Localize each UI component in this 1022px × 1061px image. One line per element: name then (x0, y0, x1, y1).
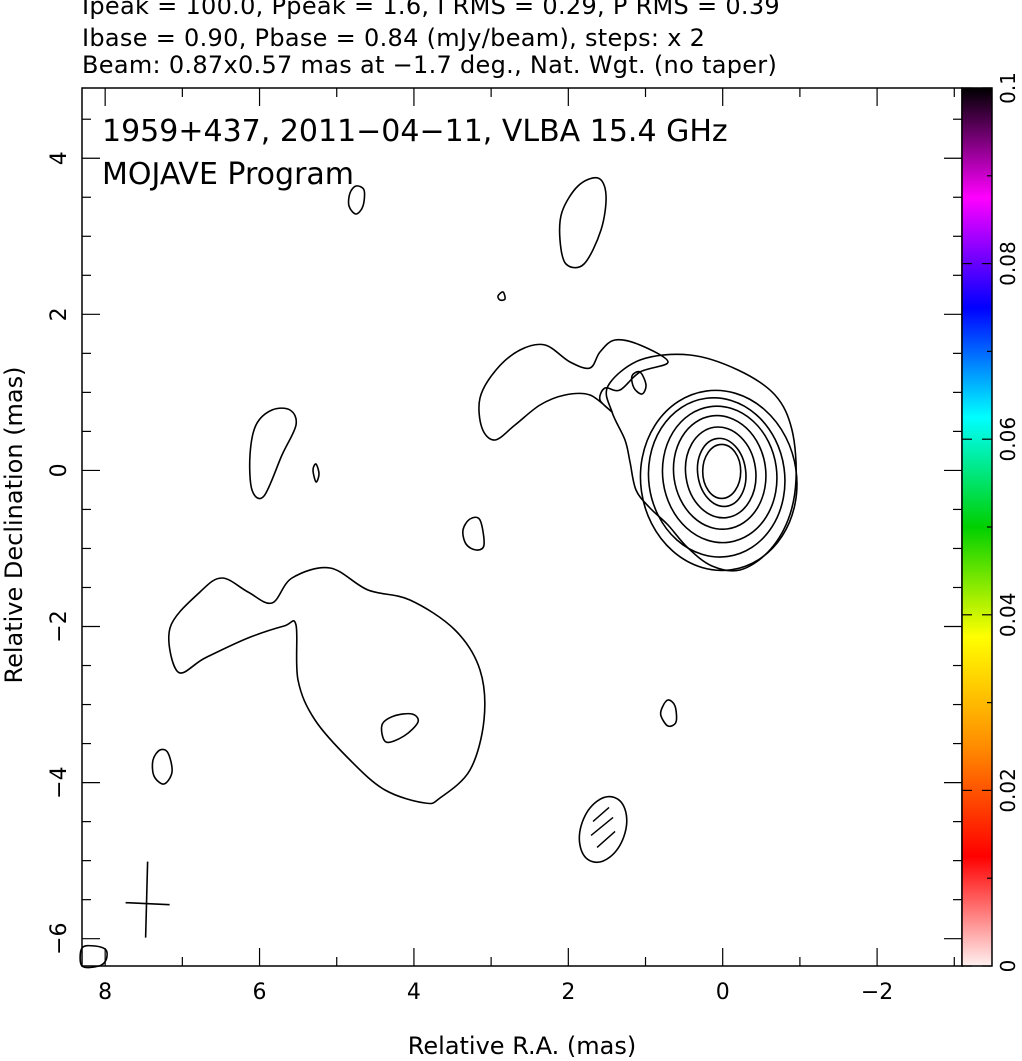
se-lobe-contour (168, 566, 486, 805)
core-contour-5 (672, 414, 767, 531)
cross-vertical (144, 861, 149, 938)
x-tick-label: −2 (861, 980, 893, 1005)
ne-extension-contour (478, 338, 669, 441)
core-contour-3 (647, 397, 786, 558)
colorbar-tick-label: 0.02 (996, 768, 1020, 813)
header-ibase-line: Ibase = 0.90, Pbase = 0.84 (mJy/beam), s… (82, 24, 706, 52)
plot-frame (81, 87, 963, 967)
y-tick-label: 4 (47, 151, 72, 165)
x-axis-label: Relative R.A. (mas) (408, 1032, 636, 1060)
colorbar-tick-label: 0.06 (996, 417, 1020, 462)
x-tick-label: 0 (716, 980, 730, 1005)
sw-blob-contour (151, 748, 173, 785)
core-contour-7 (696, 437, 747, 508)
colorbar-tick-label: 0.1 (996, 72, 1020, 104)
x-tick-label: 6 (253, 980, 267, 1005)
colorbar-tick-label: 0.04 (996, 593, 1020, 638)
colorbar-ticks (962, 87, 992, 967)
core-contour-4 (661, 405, 778, 544)
contour-lines (79, 176, 798, 969)
east-blob-contour (659, 699, 678, 728)
mid-blob-contour (462, 516, 485, 551)
se-lobe-hole-contour (380, 712, 420, 744)
colorbar-tick-label: 0 (996, 960, 1020, 973)
core-contour-peak (701, 443, 742, 500)
core-contour-6 (684, 426, 757, 519)
chart-title: 1959+437, 2011−04−11, VLBA 15.4 GHz (102, 114, 728, 149)
core-contour-2 (639, 389, 798, 572)
core-contour-1 (605, 353, 797, 572)
corner-contour (79, 944, 108, 969)
beam-hatch (596, 830, 616, 848)
x-tick-label: 8 (98, 980, 112, 1005)
speck-contour (497, 291, 506, 302)
west-blob-contour (248, 407, 298, 500)
x-tick-label: 4 (407, 980, 421, 1005)
header-ipeak-line: Ipeak = 100.0, Ppeak = 1.6, I RMS = 0.29… (82, 0, 780, 20)
small-island-contour (630, 370, 647, 395)
y-tick-label: −6 (47, 922, 72, 954)
x-tick-label: 2 (561, 980, 575, 1005)
y-tick-label: −2 (47, 610, 72, 642)
axis-ticks (82, 88, 962, 966)
north-blob-contour (558, 176, 607, 269)
beam-ellipse (578, 795, 628, 864)
small-blob-contour (347, 185, 366, 215)
header-beam-line: Beam: 0.87x0.57 mas at −1.7 deg., Nat. W… (82, 51, 778, 79)
y-tick-label: 2 (47, 307, 72, 321)
beam-outline (578, 795, 628, 864)
y-tick-label: −4 (47, 766, 72, 798)
reference-cross (125, 861, 170, 938)
y-tick-label: 0 (47, 463, 72, 477)
tiny-blob-contour (312, 463, 320, 483)
y-axis-label: Relative Declination (mas) (0, 366, 28, 683)
beam-hatch (592, 806, 610, 822)
beam-hatch (590, 816, 614, 836)
colorbar-tick-label: 0.08 (996, 241, 1020, 286)
cross-horizontal (125, 901, 170, 906)
chart-subtitle: MOJAVE Program (102, 157, 354, 192)
